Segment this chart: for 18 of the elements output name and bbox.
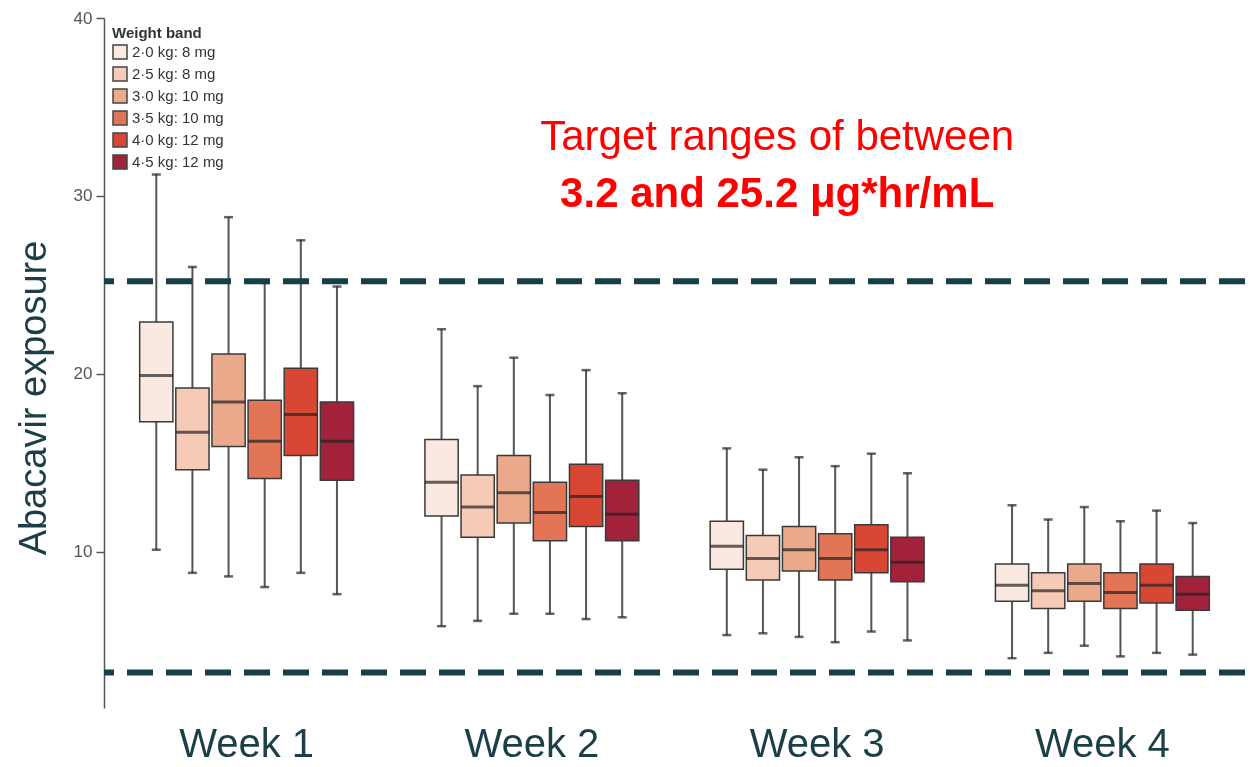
legend-title: Weight band [112,24,202,41]
y-tick-label: 30 [73,186,93,206]
y-tick-label: 10 [73,542,93,562]
annotation: Target ranges of between [540,112,1015,159]
legend-label: 3·5 kg: 10 mg [132,109,224,126]
legend-label: 2·0 kg: 8 mg [132,43,216,60]
x-tick-label: Week 4 [1034,720,1170,765]
annotation: 3.2 and 25.2 μg*hr/mL [560,169,995,216]
legend-label: 4·0 kg: 12 mg [132,131,224,148]
legend-label: 2·5 kg: 8 mg [132,65,216,82]
x-tick-label: Week 2 [464,720,600,765]
y-axis-title: Abacavir exposure [11,240,54,556]
y-tick-label: 20 [73,364,93,384]
legend-label: 4·5 kg: 12 mg [132,153,224,170]
x-tick-label: Week 3 [749,720,885,765]
y-tick-label: 40 [73,8,93,28]
legend-label: 3·0 kg: 10 mg [132,87,224,104]
x-tick-label: Week 1 [179,720,315,765]
